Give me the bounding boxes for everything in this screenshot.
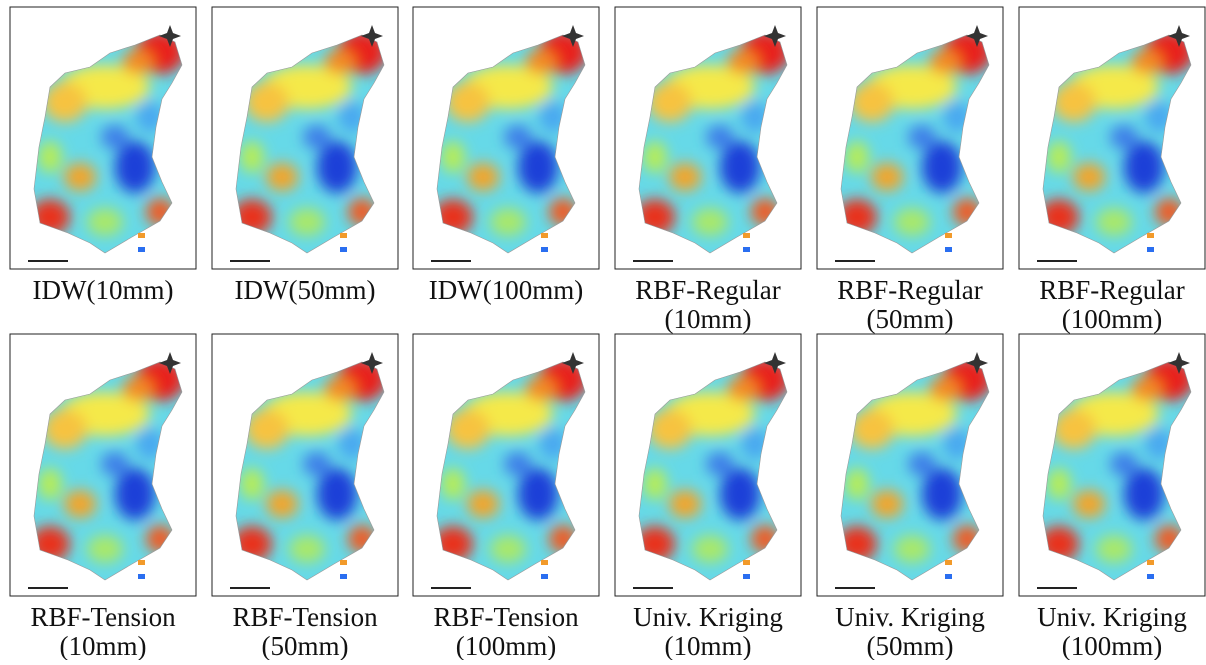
map-caption: (100mm) xyxy=(1062,304,1163,334)
map-caption: (100mm) xyxy=(456,631,557,660)
map-caption: IDW(10mm) xyxy=(33,275,174,305)
map-caption: Univ. Kriging xyxy=(1037,602,1187,632)
map-caption: RBF-Regular xyxy=(837,275,983,305)
map-caption: (10mm) xyxy=(60,631,147,660)
map-caption: Univ. Kriging xyxy=(835,602,985,632)
map-caption: RBF-Regular xyxy=(1039,275,1185,305)
map-caption: RBF-Tension xyxy=(30,602,176,632)
map-caption: RBF-Tension xyxy=(232,602,378,632)
map-caption: (50mm) xyxy=(867,631,954,660)
map-caption: IDW(50mm) xyxy=(235,275,376,305)
map-caption: (10mm) xyxy=(665,631,752,660)
map-caption: Univ. Kriging xyxy=(633,602,783,632)
map-caption: IDW(100mm) xyxy=(429,275,583,305)
map-caption: RBF-Regular xyxy=(635,275,781,305)
map-caption: (50mm) xyxy=(262,631,349,660)
map-caption: RBF-Tension xyxy=(433,602,579,632)
map-caption: (100mm) xyxy=(1062,631,1163,660)
figure: IDW(10mm)IDW(50mm)IDW(100mm)RBF-Regular(… xyxy=(0,0,1206,660)
map-caption: (50mm) xyxy=(867,304,954,334)
map-caption: (10mm) xyxy=(665,304,752,334)
